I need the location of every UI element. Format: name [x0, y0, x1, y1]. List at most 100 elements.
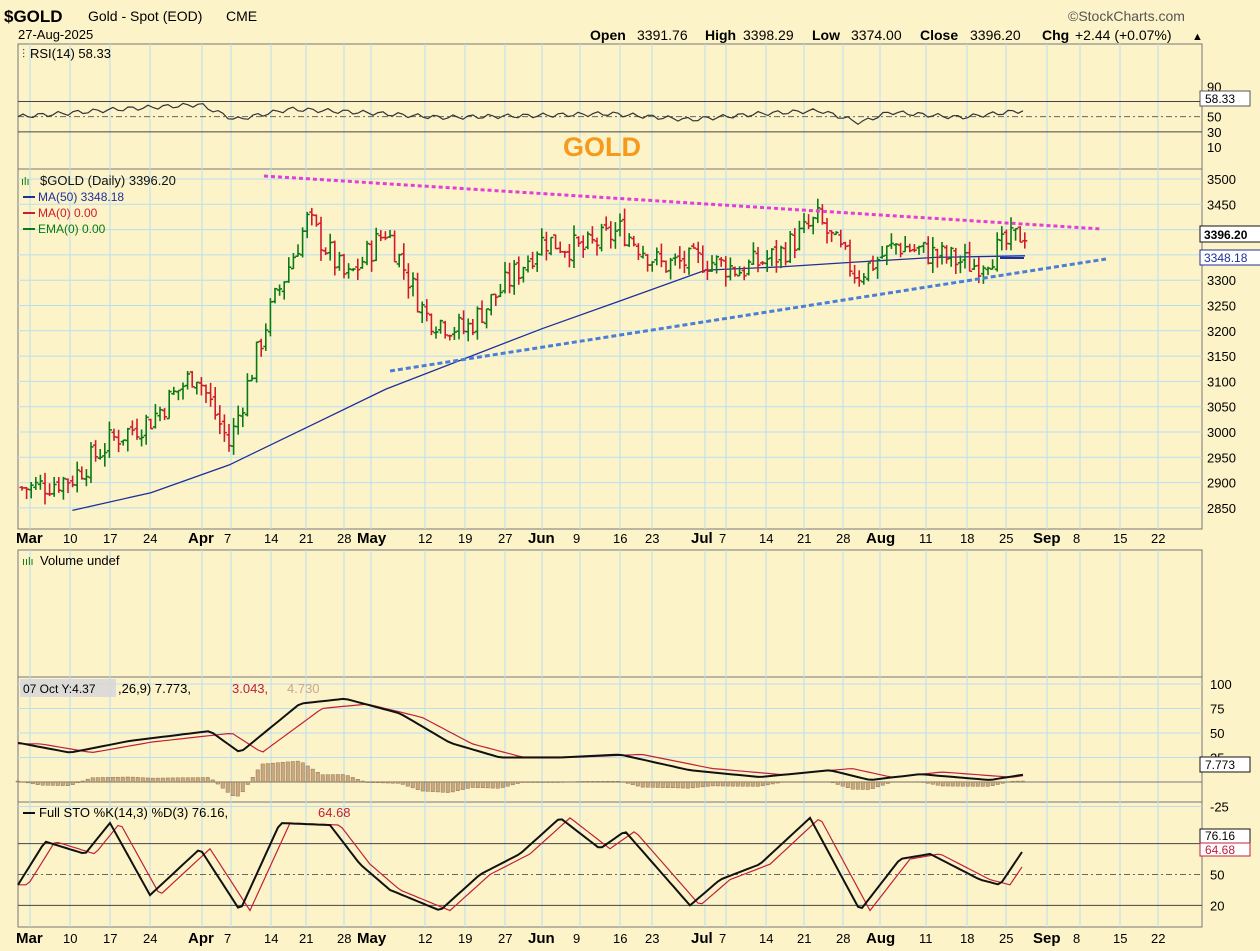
price-bar	[313, 214, 319, 227]
price-bar	[594, 237, 600, 256]
price-bar	[290, 253, 296, 270]
x-axis-label: 23	[645, 531, 659, 546]
macd-hist-bar	[410, 781, 415, 789]
price-bar	[649, 261, 655, 272]
macd-hist-bar	[60, 781, 65, 786]
support-trendline	[389, 257, 1107, 373]
price-tick-label: 3150	[1207, 349, 1236, 364]
price-bar	[727, 257, 733, 281]
macd-hist-bar	[15, 780, 20, 783]
close-label: Close	[920, 27, 958, 43]
macd-hist-bar	[335, 774, 340, 783]
price-bar	[911, 244, 917, 253]
macd-hist-bar	[245, 781, 250, 785]
price-bar	[120, 439, 126, 446]
close-tag: 3396.20	[1204, 228, 1248, 242]
macd-hist-bar	[305, 765, 310, 783]
macd-hist-bar	[65, 781, 70, 786]
rsi-tick-label: 10	[1207, 140, 1221, 155]
macd-hist-bar	[600, 781, 605, 783]
price-tick-label: 3450	[1207, 197, 1236, 212]
symbol[interactable]: $GOLD	[4, 7, 63, 26]
macd-hist-bar	[740, 781, 745, 787]
price-bar	[410, 272, 416, 297]
price-bar	[921, 241, 927, 253]
macd-hist-bar	[455, 781, 460, 791]
price-bar	[428, 313, 434, 336]
price-bar	[88, 442, 94, 484]
price-bar	[148, 418, 154, 430]
price-bar	[438, 319, 444, 334]
price-bar	[994, 232, 1000, 272]
open-label: Open	[590, 27, 626, 43]
price-bar	[19, 486, 25, 491]
price-bar	[267, 298, 273, 337]
price-bar	[364, 240, 370, 266]
price-bar	[143, 414, 149, 445]
price-bar	[709, 255, 715, 272]
price-bar	[507, 262, 513, 294]
macd-hist-bar	[450, 781, 455, 793]
price-bar	[934, 248, 940, 268]
price-bar	[985, 266, 991, 276]
macd-hist-bar	[160, 777, 165, 783]
macd-hist-bar	[90, 777, 95, 783]
x-axis-label: 25	[999, 931, 1013, 946]
price-bar	[562, 250, 568, 258]
price-bar	[990, 259, 996, 270]
price-bar	[382, 231, 388, 241]
price-bar	[125, 427, 131, 452]
x-axis-label: 17	[103, 931, 117, 946]
macd-hist-bar	[615, 781, 620, 783]
legend-ema0: EMA(0) 0.00	[38, 222, 106, 236]
macd-hist-bar	[965, 781, 970, 787]
ma50-line	[72, 255, 1026, 512]
x-axis-label: 22	[1151, 531, 1165, 546]
macd-hist-bar	[680, 781, 685, 789]
price-bar	[681, 250, 687, 274]
macd-hist-bar	[1015, 780, 1020, 783]
rsi-line	[17, 102, 1024, 126]
price-bar	[152, 404, 158, 429]
price-bar	[557, 241, 563, 254]
open-value: 3391.76	[637, 27, 688, 43]
macd-hist-bar	[840, 781, 845, 787]
price-bar	[589, 226, 595, 244]
price-bar	[944, 245, 950, 264]
x-axis-label: Jun	[528, 530, 555, 547]
price-legend: ılı $GOLD (Daily) 3396.20 MA(50) 3348.18…	[21, 173, 176, 236]
price-bar	[967, 241, 973, 273]
price-bar	[916, 245, 922, 255]
brand[interactable]: ©StockCharts.com	[1068, 8, 1185, 24]
price-bar	[769, 248, 775, 267]
x-axis-label: 8	[1073, 931, 1080, 946]
macd-hist-bar	[765, 781, 770, 786]
exchange: CME	[226, 8, 257, 24]
price-bar	[442, 320, 448, 339]
price-bar	[198, 377, 204, 396]
macd-hist-bar	[750, 781, 755, 787]
x-axis-label: 14	[264, 931, 278, 946]
macd-hist-bar	[660, 781, 665, 788]
macd-hist-bar	[755, 781, 760, 787]
high-value: 3398.29	[743, 27, 794, 43]
price-bar	[28, 482, 34, 499]
x-axis-label: 10	[63, 531, 77, 546]
price-bar	[194, 381, 200, 395]
sto-k-tag: 76.16	[1205, 829, 1235, 843]
price-bar	[60, 476, 66, 500]
price-bar	[185, 370, 191, 390]
price-bar	[787, 230, 793, 264]
price-bar	[134, 418, 140, 440]
macd-hist-bar	[845, 781, 850, 789]
macd-tooltip: 07 Oct Y:4.37	[23, 682, 96, 696]
price-bar	[714, 255, 720, 274]
x-axis-label: 21	[797, 531, 811, 546]
price-tick-label: 3000	[1207, 425, 1236, 440]
macd-hist-bar	[175, 777, 180, 783]
macd-hist-bar	[955, 781, 960, 787]
price-bar	[309, 207, 315, 226]
macd-hist-bar	[885, 781, 890, 784]
price-bar	[295, 244, 301, 257]
macd-hist-bar	[985, 781, 990, 787]
